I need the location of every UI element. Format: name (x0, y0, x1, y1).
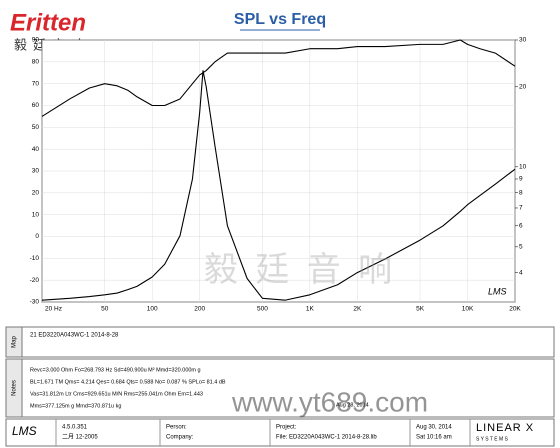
y2-tick-label: 30 (519, 37, 527, 44)
footer-logo: LMS (12, 424, 37, 438)
y2-tick-label: 10 (519, 164, 527, 171)
notes-date: Aug 28, 2014 (336, 402, 369, 408)
y2-tick-label: 8 (519, 189, 523, 196)
note-line: Revc=3.000 Ohm Fo=268.793 Hz Sd=490.900u… (30, 367, 201, 373)
notes-label: Notes (12, 380, 18, 396)
x-tick-label: 20K (509, 306, 521, 313)
x-tick-label: 5K (416, 306, 425, 313)
y-tick-label: 60 (32, 102, 40, 109)
y2-tick-label: 6 (519, 222, 523, 229)
y-tick-label: 0 (35, 233, 39, 240)
project: Project: (276, 425, 297, 431)
y-tick-label: 50 (32, 124, 40, 131)
chart-title: SPL vs Freq (234, 11, 326, 28)
x-tick-label: 200 (194, 306, 205, 313)
notes-label-box (5, 358, 23, 418)
x-tick-label: 1K (306, 306, 315, 313)
map-panel (5, 326, 555, 358)
map-label-box (5, 326, 23, 358)
y-tick-label: 70 (32, 80, 40, 87)
series-line (41, 70, 516, 301)
x-tick-label: 50 (101, 306, 109, 313)
series-line (41, 39, 516, 117)
y2-tick-label: 5 (519, 244, 523, 251)
y-tick-label: 10 (32, 211, 40, 218)
y-tick-label: 40 (32, 146, 40, 153)
y-tick-label: 80 (32, 59, 40, 66)
x-tick-label: 2K (353, 306, 362, 313)
watermark: 毅 廷 音 响 (204, 251, 396, 289)
plot-logo: LMS (488, 286, 507, 296)
logo: Eritten (10, 9, 86, 36)
notes-panel (5, 358, 555, 418)
map-entry: 21 ED3220A043WC-1 2014-8-28 (30, 333, 119, 339)
note-line: Mms=377.125m g Mmd=370.871u kg (30, 403, 121, 409)
y2-tick-label: 20 (519, 84, 527, 91)
file: File: ED3220A043WC-1 2014-8-28.lib (276, 435, 377, 441)
y-tick-label: -10 (30, 255, 40, 262)
person: Person: (166, 425, 187, 431)
time: Sat 10:16 am (416, 435, 452, 441)
x-tick-label: 100 (147, 306, 158, 313)
y-tick-label: 90 (32, 37, 40, 44)
brand-sub: S Y S T E M S (476, 436, 509, 442)
y2-tick-label: 7 (519, 205, 523, 212)
y2-tick-label: 4 (519, 269, 523, 276)
version: 4.5.0.351 (62, 425, 88, 431)
y2-tick-label: 9 (519, 176, 523, 183)
date: Aug 30, 2014 (416, 425, 452, 431)
y-tick-label: -30 (30, 299, 40, 306)
footer (5, 418, 555, 447)
note-line: BL=1.671 TM Qms= 4.214 Qes= 0.684 Qts= 0… (30, 379, 226, 385)
y-tick-label: 30 (32, 168, 40, 175)
url-watermark: www.yt689.com (231, 386, 428, 417)
company: Company: (166, 435, 194, 441)
note-line: Vas=31.812m Ltr Cms=929.651u M/N Rms=255… (30, 391, 203, 397)
x-tick-label: 500 (257, 306, 268, 313)
map-label: Map (12, 336, 18, 348)
brand: LINEAR X (476, 422, 534, 434)
x-tick-label: 20 Hz (45, 306, 62, 313)
x-tick-label: 10K (462, 306, 474, 313)
y-tick-label: 20 (32, 190, 40, 197)
build: 二月 12-2005 (62, 434, 98, 441)
y-tick-label: -20 (30, 277, 40, 284)
